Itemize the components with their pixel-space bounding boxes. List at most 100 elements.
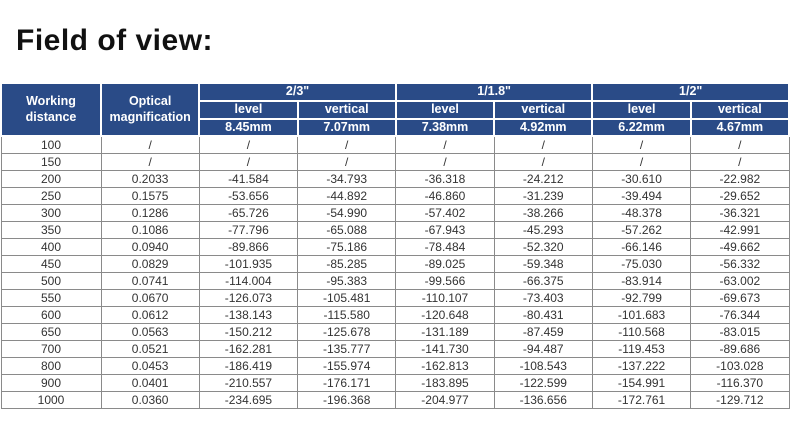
- value-cell: -44.892: [297, 187, 397, 206]
- value-cell: -87.459: [493, 323, 593, 342]
- working-distance-cell: 700: [0, 340, 102, 359]
- working-distance-cell: 1000: [0, 391, 102, 410]
- sub-header-level: level: [591, 99, 692, 120]
- table-body: 100// / / / //150// / / / //200 0.2033 -41.584 -34.…: [0, 135, 790, 410]
- value-cell: /: [493, 135, 593, 155]
- working-distance-cell: 300: [0, 204, 102, 223]
- sub-header-level: level: [394, 99, 496, 120]
- value-cell: -154.991: [591, 374, 692, 393]
- value-cell: /: [297, 135, 397, 155]
- sensor-group-one-one-eight: 1/1.8": [394, 82, 594, 102]
- value-cell: -141.730: [395, 340, 495, 359]
- value-cell: /: [690, 153, 790, 172]
- table-row: 800 0.0453 -186.419 -155.974 -162.813 -108.54…: [0, 357, 790, 376]
- value-cell: -135.777: [297, 340, 397, 359]
- value-cell: -210.557: [198, 374, 299, 393]
- table-row: 650 0.0563 -150.212 -125.678 -131.189 -87.459…: [0, 323, 790, 342]
- working-distance-cell: 900: [0, 374, 102, 393]
- value-cell: -46.860: [395, 187, 495, 206]
- working-distance-cell: 350: [0, 221, 102, 240]
- value-cell: -75.186: [297, 238, 397, 257]
- value-cell: -66.375: [493, 272, 593, 291]
- value-cell: -65.726: [198, 204, 299, 223]
- value-cell: -120.648: [395, 306, 495, 325]
- value-cell: 0.0453: [100, 357, 200, 376]
- mm-header-vertical: 7.07mm: [296, 117, 397, 138]
- value-cell: -42.991: [690, 221, 790, 240]
- value-cell: 0.1086: [100, 221, 200, 240]
- value-cell: -39.494: [591, 187, 692, 206]
- working-distance-cell: 100: [0, 135, 102, 155]
- value-cell: -155.974: [297, 357, 397, 376]
- value-cell: -122.599: [493, 374, 593, 393]
- value-cell: -22.982: [690, 170, 790, 189]
- value-cell: -186.419: [198, 357, 299, 376]
- value-cell: -80.431: [493, 306, 593, 325]
- table-row: 900 0.0401 -210.557 -176.171 -183.895 -122.59…: [0, 374, 790, 393]
- value-cell: -95.383: [297, 272, 397, 291]
- value-cell: -162.281: [198, 340, 299, 359]
- mm-header-level: 8.45mm: [198, 117, 299, 138]
- value-cell: /: [100, 135, 200, 155]
- value-cell: 0.0741: [100, 272, 200, 291]
- value-cell: -83.914: [591, 272, 692, 291]
- value-cell: -176.171: [297, 374, 397, 393]
- value-cell: 0.0940: [100, 238, 200, 257]
- value-cell: -73.403: [493, 289, 593, 308]
- value-cell: 0.2033: [100, 170, 200, 189]
- working-distance-cell: 150: [0, 153, 102, 172]
- value-cell: -183.895: [395, 374, 495, 393]
- value-cell: -103.028: [690, 357, 790, 376]
- value-cell: /: [100, 153, 200, 172]
- value-cell: -110.107: [395, 289, 495, 308]
- value-cell: /: [297, 153, 397, 172]
- value-cell: 0.0670: [100, 289, 200, 308]
- value-cell: -31.239: [493, 187, 593, 206]
- table-row: 500 0.0741 -114.004 -95.383 -99.566 -66.375 -8…: [0, 272, 790, 291]
- table-row: 1000 0.0360 -234.695 -196.368 -204.977 -136.6…: [0, 391, 790, 410]
- col-header-working-distance: Working distance: [0, 81, 102, 138]
- value-cell: -99.566: [395, 272, 495, 291]
- sub-header-vertical: vertical: [493, 99, 594, 120]
- table-row: 450 0.0829 -101.935 -85.285 -89.025 -59.348 -7…: [0, 255, 790, 274]
- sensor-group-two-thirds: 2/3": [198, 82, 397, 102]
- value-cell: -101.935: [198, 255, 299, 274]
- value-cell: -36.318: [395, 170, 495, 189]
- working-distance-cell: 450: [0, 255, 102, 274]
- value-cell: 0.0829: [100, 255, 200, 274]
- value-cell: -57.262: [591, 221, 692, 240]
- value-cell: -83.015: [690, 323, 790, 342]
- table-row: 600 0.0612 -138.143 -115.580 -120.648 -80.431…: [0, 306, 790, 325]
- working-distance-cell: 400: [0, 238, 102, 257]
- table-row: 400 0.0940 -89.866 -75.186 -78.484 -52.320 -66…: [0, 238, 790, 257]
- value-cell: -36.321: [690, 204, 790, 223]
- value-cell: -172.761: [591, 391, 692, 410]
- value-cell: 0.0401: [100, 374, 200, 393]
- value-cell: -92.799: [591, 289, 692, 308]
- col-header-optical-magnification: Optical magnification: [99, 81, 201, 138]
- value-cell: 0.1286: [100, 204, 200, 223]
- table-row: 700 0.0521 -162.281 -135.777 -141.730 -94.487…: [0, 340, 790, 359]
- value-cell: -53.656: [198, 187, 299, 206]
- value-cell: -137.222: [591, 357, 692, 376]
- value-cell: -110.568: [591, 323, 692, 342]
- working-distance-cell: 200: [0, 170, 102, 189]
- working-distance-cell: 500: [0, 272, 102, 291]
- value-cell: -30.610: [591, 170, 692, 189]
- header-sub-row: level vertical level vertical level vert…: [1, 99, 790, 120]
- working-distance-cell: 550: [0, 289, 102, 308]
- value-cell: /: [690, 135, 790, 155]
- value-cell: -29.652: [690, 187, 790, 206]
- table-row: 250 0.1575 -53.656 -44.892 -46.860 -31.239 -39…: [0, 187, 790, 206]
- value-cell: /: [198, 135, 299, 155]
- value-cell: /: [395, 153, 495, 172]
- header-group-row: Working distance Optical magnification 2…: [0, 81, 790, 138]
- value-cell: 0.0563: [100, 323, 200, 342]
- value-cell: -105.481: [297, 289, 397, 308]
- value-cell: 0.0612: [100, 306, 200, 325]
- value-cell: /: [395, 135, 495, 155]
- value-cell: -89.686: [690, 340, 790, 359]
- value-cell: -114.004: [198, 272, 299, 291]
- value-cell: -116.370: [690, 374, 790, 393]
